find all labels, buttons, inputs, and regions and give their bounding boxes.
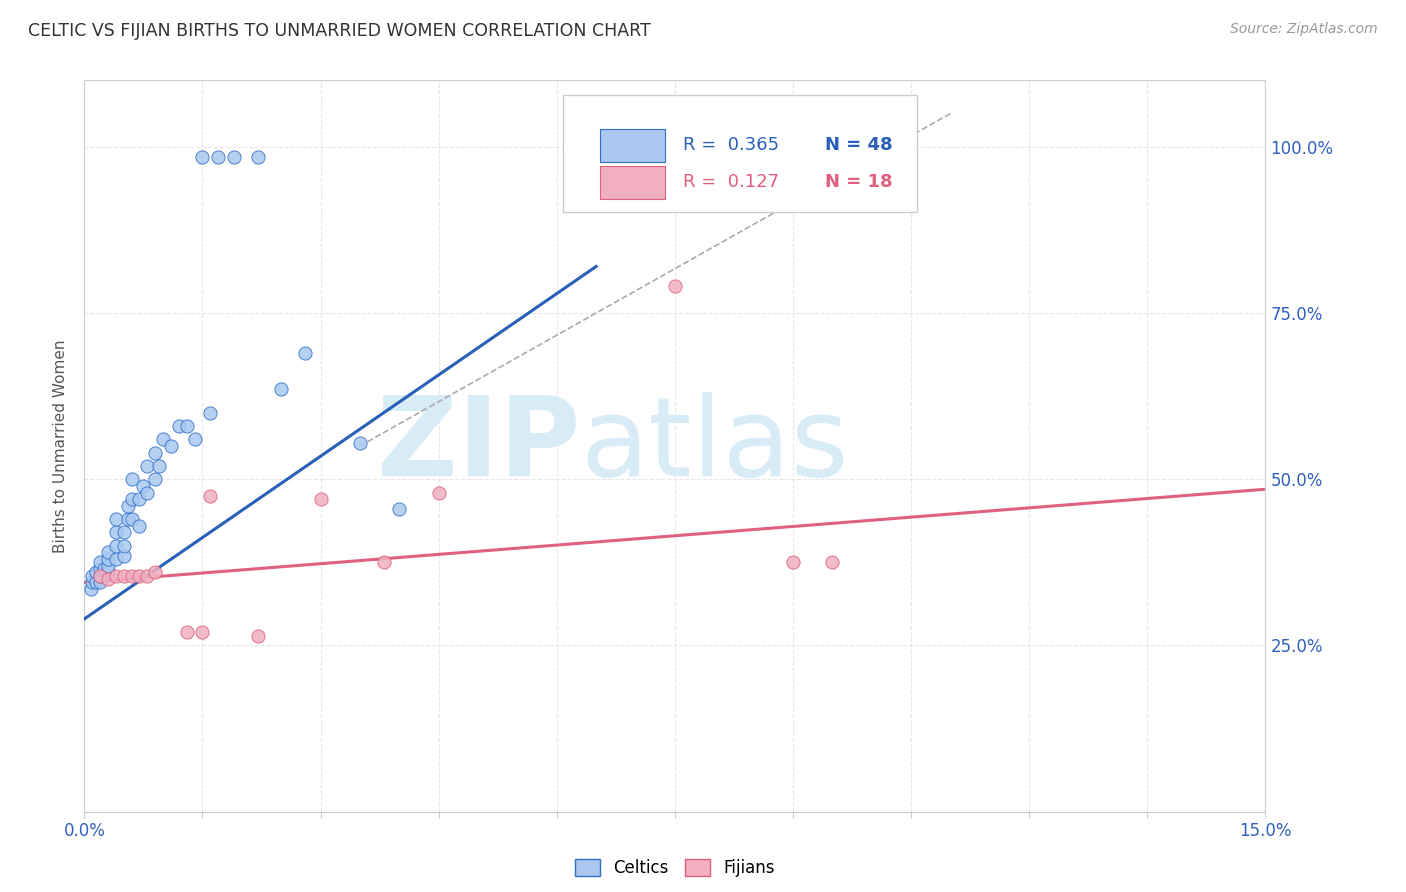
- Point: [121, 568, 143, 582]
- Point: [117, 512, 139, 526]
- Y-axis label: Births to Unmarried Women: Births to Unmarried Women: [53, 339, 69, 553]
- Point: [97, 552, 120, 566]
- Point: [427, 485, 450, 500]
- Point: [82, 568, 104, 582]
- Point: [104, 552, 127, 566]
- Point: [132, 479, 155, 493]
- Point: [97, 566, 120, 580]
- Point: [112, 549, 135, 563]
- Point: [97, 558, 120, 573]
- Text: CELTIC VS FIJIAN BIRTHS TO UNMARRIED WOMEN CORRELATION CHART: CELTIC VS FIJIAN BIRTHS TO UNMARRIED WOM…: [28, 22, 651, 40]
- Point: [121, 472, 143, 486]
- Point: [97, 572, 120, 586]
- Point: [128, 492, 150, 507]
- Point: [821, 555, 844, 569]
- Point: [89, 555, 111, 569]
- Point: [782, 555, 804, 569]
- Point: [104, 525, 127, 540]
- Point: [388, 502, 411, 516]
- Point: [143, 566, 166, 580]
- Text: N = 18: N = 18: [825, 173, 893, 191]
- FancyBboxPatch shape: [562, 95, 917, 212]
- Point: [373, 555, 395, 569]
- Point: [121, 512, 143, 526]
- Point: [84, 575, 107, 590]
- Point: [82, 575, 104, 590]
- Point: [104, 568, 127, 582]
- Point: [664, 279, 686, 293]
- Point: [97, 545, 120, 559]
- Point: [84, 566, 107, 580]
- Point: [89, 562, 111, 576]
- Point: [112, 525, 135, 540]
- Text: atlas: atlas: [581, 392, 849, 500]
- Point: [167, 419, 190, 434]
- Point: [191, 625, 214, 640]
- Point: [309, 492, 332, 507]
- Point: [128, 518, 150, 533]
- Text: ZIP: ZIP: [377, 392, 581, 500]
- Point: [128, 568, 150, 582]
- Point: [112, 568, 135, 582]
- Point: [143, 472, 166, 486]
- Point: [152, 433, 174, 447]
- Point: [89, 575, 111, 590]
- Point: [148, 458, 170, 473]
- Point: [136, 485, 159, 500]
- Legend: Celtics, Fijians: Celtics, Fijians: [568, 853, 782, 884]
- Point: [200, 406, 222, 420]
- Point: [207, 150, 229, 164]
- Point: [117, 499, 139, 513]
- Point: [246, 628, 269, 642]
- Point: [176, 625, 198, 640]
- Point: [104, 539, 127, 553]
- Text: Source: ZipAtlas.com: Source: ZipAtlas.com: [1230, 22, 1378, 37]
- Point: [143, 445, 166, 459]
- Point: [349, 435, 371, 450]
- Point: [222, 150, 245, 164]
- Point: [121, 492, 143, 507]
- Point: [89, 568, 111, 582]
- Point: [79, 582, 101, 596]
- Point: [160, 439, 183, 453]
- Point: [200, 489, 222, 503]
- FancyBboxPatch shape: [600, 166, 665, 199]
- Text: N = 48: N = 48: [825, 136, 893, 154]
- Text: R =  0.127: R = 0.127: [683, 173, 779, 191]
- Point: [136, 568, 159, 582]
- Point: [294, 346, 316, 360]
- Point: [104, 512, 127, 526]
- Point: [112, 539, 135, 553]
- Point: [176, 419, 198, 434]
- Point: [89, 568, 111, 582]
- FancyBboxPatch shape: [600, 128, 665, 161]
- Point: [136, 458, 159, 473]
- Point: [246, 150, 269, 164]
- Point: [93, 562, 115, 576]
- Text: R =  0.365: R = 0.365: [683, 136, 779, 154]
- Point: [183, 433, 205, 447]
- Point: [191, 150, 214, 164]
- Point: [270, 383, 292, 397]
